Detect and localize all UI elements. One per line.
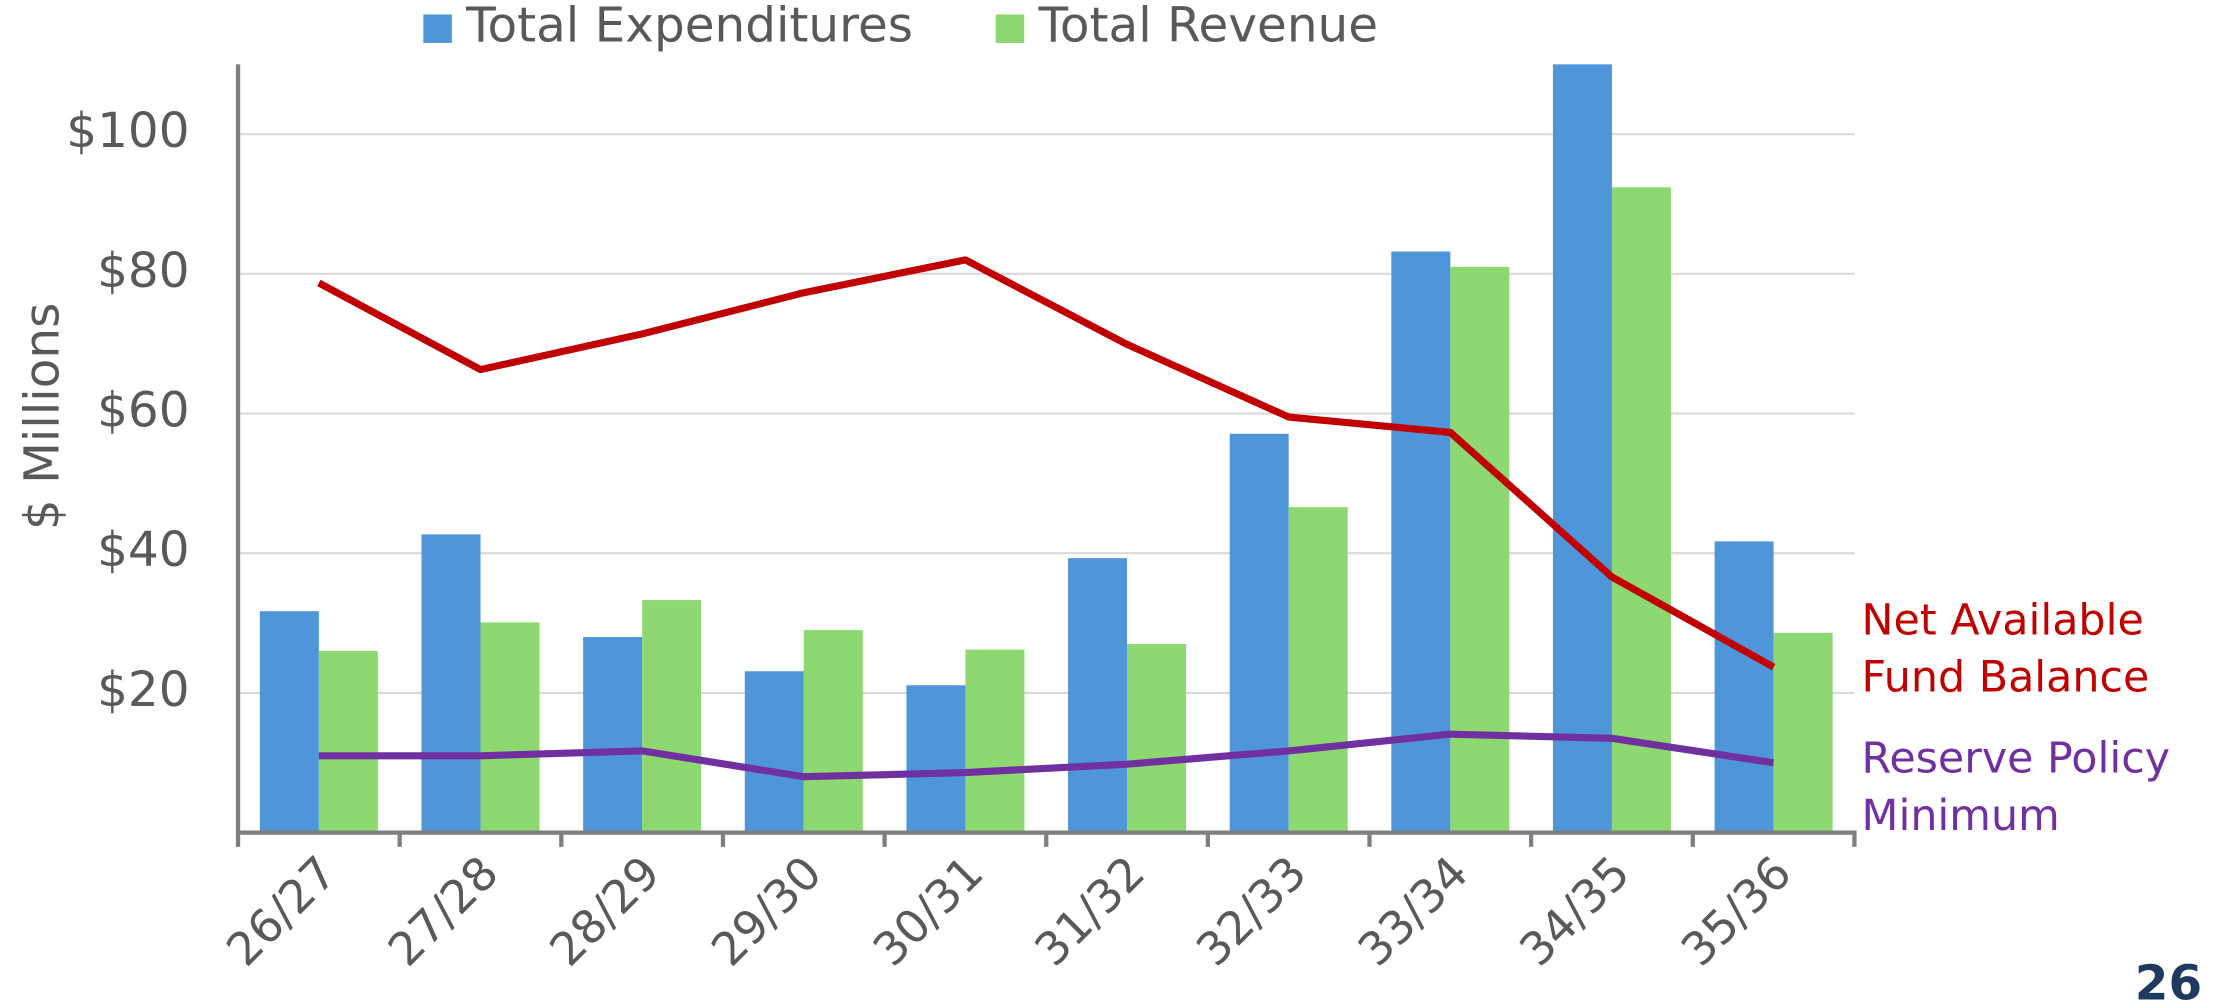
bar: [642, 600, 702, 833]
legend-label: Net Available Fund Balance: [1861, 595, 2150, 703]
bar: [1068, 558, 1128, 833]
x-tick-label: 31/32: [1025, 846, 1155, 976]
bar: [480, 622, 540, 833]
bar: [583, 637, 643, 833]
y-tick-label: $80: [97, 243, 189, 299]
x-tick-label: 26/27: [216, 846, 346, 976]
bar: [1611, 187, 1671, 833]
x-tick-label: 32/33: [1186, 846, 1316, 976]
legend-swatch: [423, 14, 452, 43]
y-tick-label: $60: [97, 383, 189, 439]
bar: [906, 685, 966, 833]
legend-label: Total Expenditures: [465, 0, 913, 54]
bar: [1127, 644, 1187, 833]
x-tick-label: 30/31: [863, 846, 993, 976]
legend-label: Total Revenue: [1038, 0, 1379, 54]
y-tick-label: $100: [66, 103, 189, 159]
y-tick-label: $40: [97, 522, 189, 578]
bar: [1288, 507, 1348, 833]
bar: [1391, 251, 1451, 833]
bar: [803, 630, 863, 833]
bar: [1450, 266, 1510, 833]
legend-swatch: [995, 14, 1025, 43]
x-tick-label: 35/36: [1671, 846, 1801, 976]
bar: [1714, 541, 1774, 833]
y-axis-label: $ Millions: [15, 303, 71, 530]
bar: [259, 611, 319, 833]
bar: [744, 671, 804, 833]
x-tick-label: 29/30: [701, 846, 831, 976]
line-label-box: Net Available Fund Balance: [1861, 595, 2150, 703]
bar: [1229, 433, 1289, 833]
bar: [965, 649, 1025, 833]
line: [317, 256, 1776, 671]
bar: [421, 534, 481, 833]
legend-label: Reserve Policy Minimum: [1861, 734, 2171, 842]
line: [318, 730, 1775, 781]
bar: [318, 651, 378, 833]
line-label-box: Reserve Policy Minimum: [1861, 734, 2171, 842]
x-tick-label: 34/35: [1510, 846, 1640, 976]
x-tick-label: 28/29: [540, 846, 670, 976]
x-tick-label: 33/34: [1348, 846, 1478, 976]
bar: [1552, 64, 1612, 833]
page-number: 26: [2135, 956, 2202, 1001]
bar: [1773, 632, 1833, 833]
y-tick-label: $20: [97, 662, 189, 718]
x-tick-label: 27/28: [378, 846, 508, 976]
